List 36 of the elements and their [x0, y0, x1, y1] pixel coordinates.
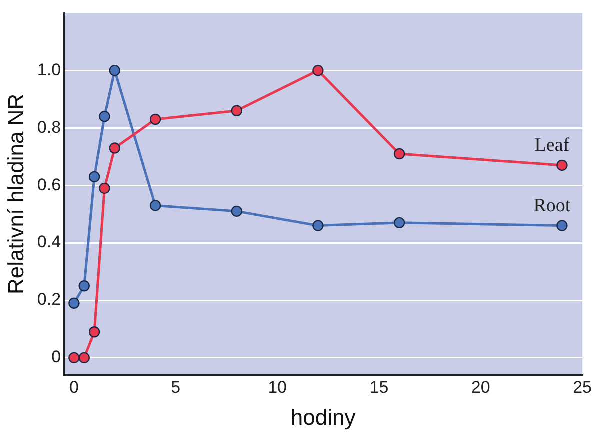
y-tick-label: 0.8	[37, 118, 62, 137]
point	[99, 182, 110, 194]
point	[231, 206, 242, 218]
point	[394, 148, 406, 160]
x-tick-label: 0	[69, 378, 79, 398]
point	[99, 111, 110, 122]
point	[68, 352, 80, 364]
point	[556, 220, 568, 232]
series-label: Leaf	[534, 134, 570, 156]
x-tick-label: 10	[268, 378, 287, 398]
y-axis-title: Relativní hladina NR	[3, 94, 28, 294]
point	[312, 220, 324, 232]
point	[312, 65, 324, 76]
x-tick-label: 20	[471, 378, 490, 398]
point	[109, 65, 120, 76]
y-tick-label: 0.2	[37, 290, 62, 310]
point	[78, 352, 90, 364]
point	[394, 217, 406, 229]
series-label: Root	[534, 195, 572, 216]
y-tick-label: 0.4	[37, 232, 62, 252]
y-tick-label: 0	[52, 348, 62, 367]
point	[68, 298, 80, 309]
x-tick-label: 15	[370, 378, 389, 398]
point	[231, 105, 242, 116]
x-tick-label: 5	[171, 378, 181, 398]
y-tick-label: 1.0	[37, 60, 62, 80]
point	[150, 114, 162, 126]
point	[556, 160, 568, 172]
point	[78, 280, 90, 292]
point	[150, 200, 162, 212]
point	[109, 142, 120, 154]
x-axis-title: hodiny	[290, 404, 356, 430]
point	[88, 326, 100, 338]
y-tick-label: 0.6	[37, 175, 62, 194]
point	[88, 171, 100, 183]
x-tick-label: 25	[573, 378, 592, 398]
